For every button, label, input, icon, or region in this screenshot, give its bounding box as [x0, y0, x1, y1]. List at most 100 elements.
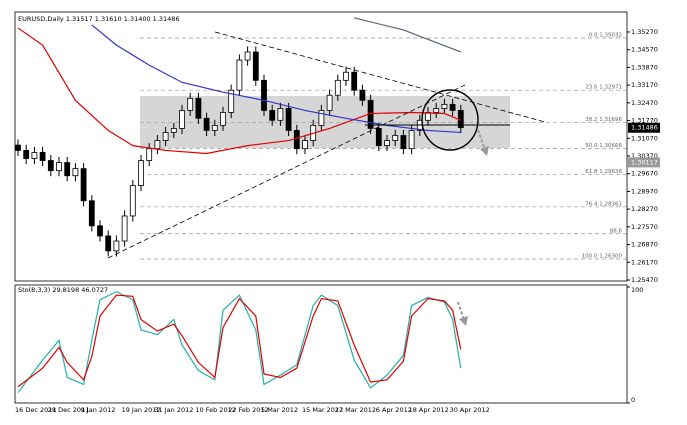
y-tick-label: 1.25470 — [631, 276, 658, 284]
fib-label: 0.0 1.35032 — [589, 33, 622, 39]
y-tick-label: 1.34570 — [631, 46, 658, 54]
y-tick-label: 1.33870 — [631, 63, 658, 71]
fib-label: 50.0 1.30666 — [585, 143, 622, 149]
fib-label: 76.4 1.28361 — [585, 201, 622, 207]
candle-body — [400, 135, 407, 150]
candle-body — [302, 140, 308, 150]
y-tick-label: 100 — [631, 286, 643, 294]
y-tick-label: 1.26170 — [631, 258, 658, 266]
x-tick-label: 10 Feb 2012 — [195, 406, 235, 414]
candle-body — [277, 108, 284, 121]
candle-body — [244, 51, 251, 61]
candle-body — [56, 162, 62, 172]
x-tick-label: 18 Apr 2012 — [409, 406, 449, 414]
candle-body — [179, 110, 185, 129]
candle-body — [318, 110, 325, 126]
candle-body — [449, 103, 456, 111]
price-label: 1.31486 — [631, 124, 658, 132]
candle-body — [64, 162, 71, 177]
grid-layer: 1.35270 1.34570 1.33870 1.33170 1.32470 1.317… — [140, 28, 658, 404]
candle-body — [285, 108, 292, 131]
candle-body — [228, 89, 235, 113]
x-tick-label: 22 Feb 2012 — [228, 406, 268, 414]
y-tick-label: 1.28970 — [631, 187, 658, 195]
candle-body — [162, 132, 169, 141]
candle-body — [129, 185, 136, 217]
chart-title: EURUSD,Daily 1.31517 1.31610 1.31400 1.3… — [18, 15, 180, 23]
price-label-box — [628, 157, 660, 168]
line-series — [354, 17, 462, 53]
candle-body — [261, 79, 267, 111]
y-tick-label: 1.29670 — [631, 170, 658, 178]
candle-body — [121, 215, 128, 242]
candle-body — [293, 130, 300, 150]
price-label-box — [628, 122, 660, 133]
x-tick-label: 30 Apr 2012 — [450, 406, 490, 414]
x-tick-label: 16 Dec 2011 — [15, 406, 57, 414]
x-tick-label: 6 Apr 2012 — [376, 406, 412, 414]
price-label: 1.30117 — [631, 158, 658, 166]
candle-body — [23, 150, 30, 159]
y-tick-label: 0 — [631, 396, 635, 404]
candle-body — [433, 108, 440, 113]
y-tick-label: 1.33170 — [631, 81, 658, 89]
candle-body — [441, 103, 448, 109]
y-tick-label: 1.31770 — [631, 117, 658, 125]
candle-body — [88, 200, 95, 227]
candle-body — [72, 168, 79, 177]
x-tick-label: 15 Mar 2012 — [302, 406, 343, 414]
candle-body — [187, 97, 194, 111]
candle-body — [195, 97, 202, 119]
candle-body — [47, 160, 54, 172]
arrow-head — [480, 146, 489, 156]
y-tick-label: 1.32470 — [631, 99, 658, 107]
candle-body — [211, 124, 218, 131]
y-tick-label: 1.31070 — [631, 134, 658, 142]
candle-body — [408, 130, 415, 150]
candle-body — [359, 89, 366, 101]
candle-body — [351, 71, 358, 91]
candle-body — [392, 135, 399, 141]
candle-body — [252, 51, 259, 81]
line-series — [91, 24, 461, 134]
x-tick-label: 27 Mar 2012 — [335, 406, 376, 414]
fib-label: 23.6 1.32971 — [585, 85, 622, 91]
candle-body — [39, 152, 46, 161]
main-frame — [14, 11, 628, 282]
trend-line — [107, 84, 466, 259]
candle-body — [326, 94, 333, 111]
candle-body — [146, 148, 153, 161]
candle-body — [97, 225, 103, 237]
candle-body — [154, 140, 161, 150]
candle-body — [15, 144, 21, 151]
x-tick-label: 28 Dec 2011 — [48, 406, 90, 414]
highlight-circle — [421, 89, 479, 151]
candle-body — [80, 168, 87, 202]
candle-body — [343, 71, 349, 81]
candle-body — [31, 152, 38, 159]
range-box — [140, 96, 510, 148]
y-tick-label: 1.26870 — [631, 241, 658, 249]
arrow — [477, 129, 486, 151]
candle-body — [384, 140, 390, 147]
fib-label: 100.0 1.26300 — [582, 253, 623, 259]
trend-line — [214, 31, 546, 123]
candle-body — [113, 240, 120, 252]
x-tick-label: 31 Jan 2012 — [154, 406, 193, 414]
arrow — [457, 301, 465, 321]
line-series — [17, 294, 462, 388]
arrow-head — [459, 316, 468, 326]
candle-body — [375, 128, 382, 147]
candle-body — [334, 79, 341, 96]
y-tick-label: 1.35270 — [631, 28, 658, 36]
candle-body — [138, 160, 144, 186]
y-tick-label: 1.28270 — [631, 205, 658, 213]
fib-label: 38.2 1.31696 — [585, 117, 622, 123]
candle-body — [203, 117, 210, 131]
fib-label: 61.8 1.29636 — [585, 169, 622, 175]
indicator-title: Sto(8,3,3) 29.8198 46.0727 — [18, 286, 108, 294]
x-tick-label: 9 Jan 2012 — [81, 406, 116, 414]
